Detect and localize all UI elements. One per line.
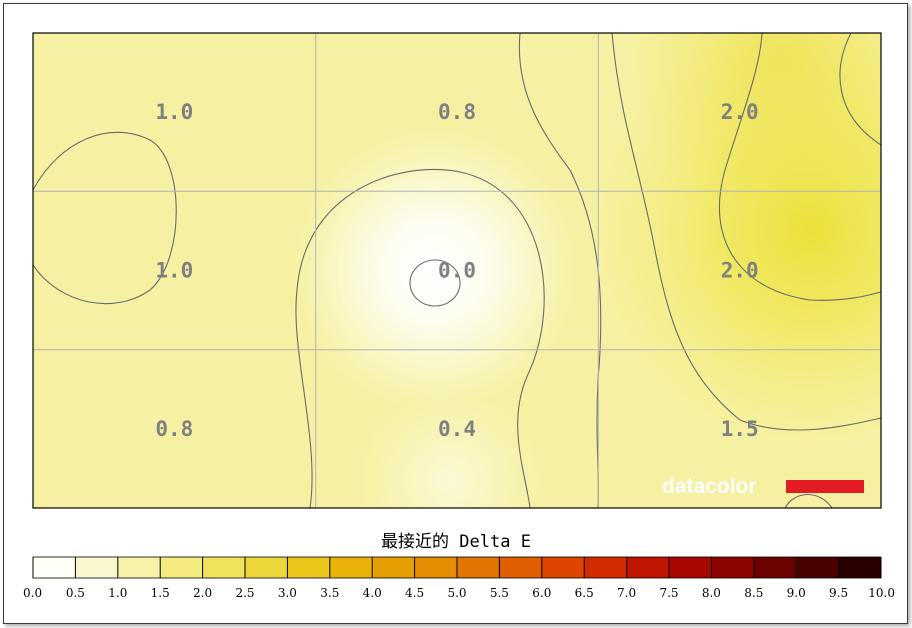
scale-segment bbox=[33, 557, 76, 578]
scale-tick-label: 3.5 bbox=[320, 586, 339, 600]
scale-tick-label: 5.5 bbox=[490, 586, 509, 600]
contour-line bbox=[518, 33, 602, 508]
contour-line bbox=[33, 131, 177, 305]
scale-tick-label: 4.5 bbox=[405, 586, 424, 600]
cell-value-label: 1.0 bbox=[155, 100, 193, 124]
scale-segment bbox=[117, 557, 161, 578]
scale-segment bbox=[626, 557, 670, 578]
brand-bar bbox=[786, 480, 864, 493]
scale-tick-label: 4.0 bbox=[363, 586, 382, 600]
contour-line bbox=[409, 259, 461, 307]
contour-line bbox=[718, 33, 881, 301]
scale-tick-label: 6.0 bbox=[532, 586, 551, 600]
scale-segment bbox=[202, 557, 246, 578]
scale-segment bbox=[584, 557, 628, 578]
scale-segment bbox=[329, 557, 373, 578]
cell-value-label: 2.0 bbox=[721, 100, 759, 124]
cell-value-label: 0.8 bbox=[155, 417, 193, 441]
scale-tick-label: 7.0 bbox=[617, 586, 636, 600]
scale-tick-label: 7.5 bbox=[659, 586, 678, 600]
scale-tick-label: 8.5 bbox=[744, 586, 763, 600]
scale-tick-label: 0.0 bbox=[23, 586, 42, 600]
heat-high-region-top bbox=[33, 33, 881, 508]
scale-segment bbox=[796, 557, 840, 578]
grid-lines bbox=[33, 33, 881, 508]
cell-value-label: 1.5 bbox=[721, 417, 759, 441]
color-scale: 0.0 0.5 1.0 1.5 2.0 2.5 3.0 3.5 4.0 4.5 5.0 5.5 6.0 6… bbox=[23, 556, 895, 600]
heatmap-plot: 1.0 0.8 2.0 1.0 0.0 2.0 0.8 0.4 1.5 datacolor bbox=[33, 33, 881, 508]
scale-segment bbox=[75, 557, 119, 578]
cell-value-label: 0.4 bbox=[438, 417, 476, 441]
scale-tick-label: 6.5 bbox=[575, 586, 594, 600]
cell-value-label: 1.0 bbox=[155, 259, 193, 283]
scale-outline bbox=[32, 556, 882, 579]
scale-segment bbox=[414, 557, 458, 578]
scale-tick-label: 2.5 bbox=[235, 586, 254, 600]
scale-segment bbox=[669, 557, 712, 578]
scale-tick-label: 2.0 bbox=[193, 586, 212, 600]
plot-border bbox=[32, 32, 882, 509]
scale-segment bbox=[160, 557, 204, 578]
scale-tick-label: 5.0 bbox=[447, 586, 466, 600]
contour-line bbox=[295, 169, 545, 508]
scale-tick-label: 0.5 bbox=[66, 586, 85, 600]
scale-tick-label: 1.5 bbox=[151, 586, 170, 600]
scale-segment bbox=[711, 557, 755, 578]
scale-tick-label: 3.0 bbox=[278, 586, 297, 600]
contour-lines bbox=[33, 33, 881, 508]
contour-line bbox=[784, 494, 833, 508]
scale-segment bbox=[753, 557, 797, 578]
contour-line bbox=[611, 33, 881, 431]
cell-value-label: 0.8 bbox=[438, 100, 476, 124]
scale-tick-label: 1.0 bbox=[108, 586, 127, 600]
brand-name: datacolor bbox=[662, 475, 757, 498]
scale-segment bbox=[838, 557, 882, 578]
cell-labels: 1.0 0.8 2.0 1.0 0.0 2.0 0.8 0.4 1.5 bbox=[155, 100, 758, 441]
datacolor-watermark: datacolor bbox=[662, 475, 864, 498]
scale-segment bbox=[245, 557, 288, 578]
scale-tick-label: 9.0 bbox=[787, 586, 806, 600]
scale-segment bbox=[287, 557, 331, 578]
scale-tick-label: 8.0 bbox=[702, 586, 721, 600]
scale-tick-label: 9.5 bbox=[829, 586, 848, 600]
scale-title: 最接近的 Delta E bbox=[381, 532, 531, 552]
scale-segment bbox=[499, 557, 543, 578]
scale-segment bbox=[457, 557, 500, 578]
scale-segment bbox=[541, 557, 585, 578]
cell-value-label: 2.0 bbox=[721, 259, 759, 283]
scale-segment bbox=[372, 557, 416, 578]
scale-tick-label: 10.0 bbox=[868, 586, 895, 600]
contour-line bbox=[839, 33, 881, 146]
cell-value-label: 0.0 bbox=[438, 259, 476, 283]
